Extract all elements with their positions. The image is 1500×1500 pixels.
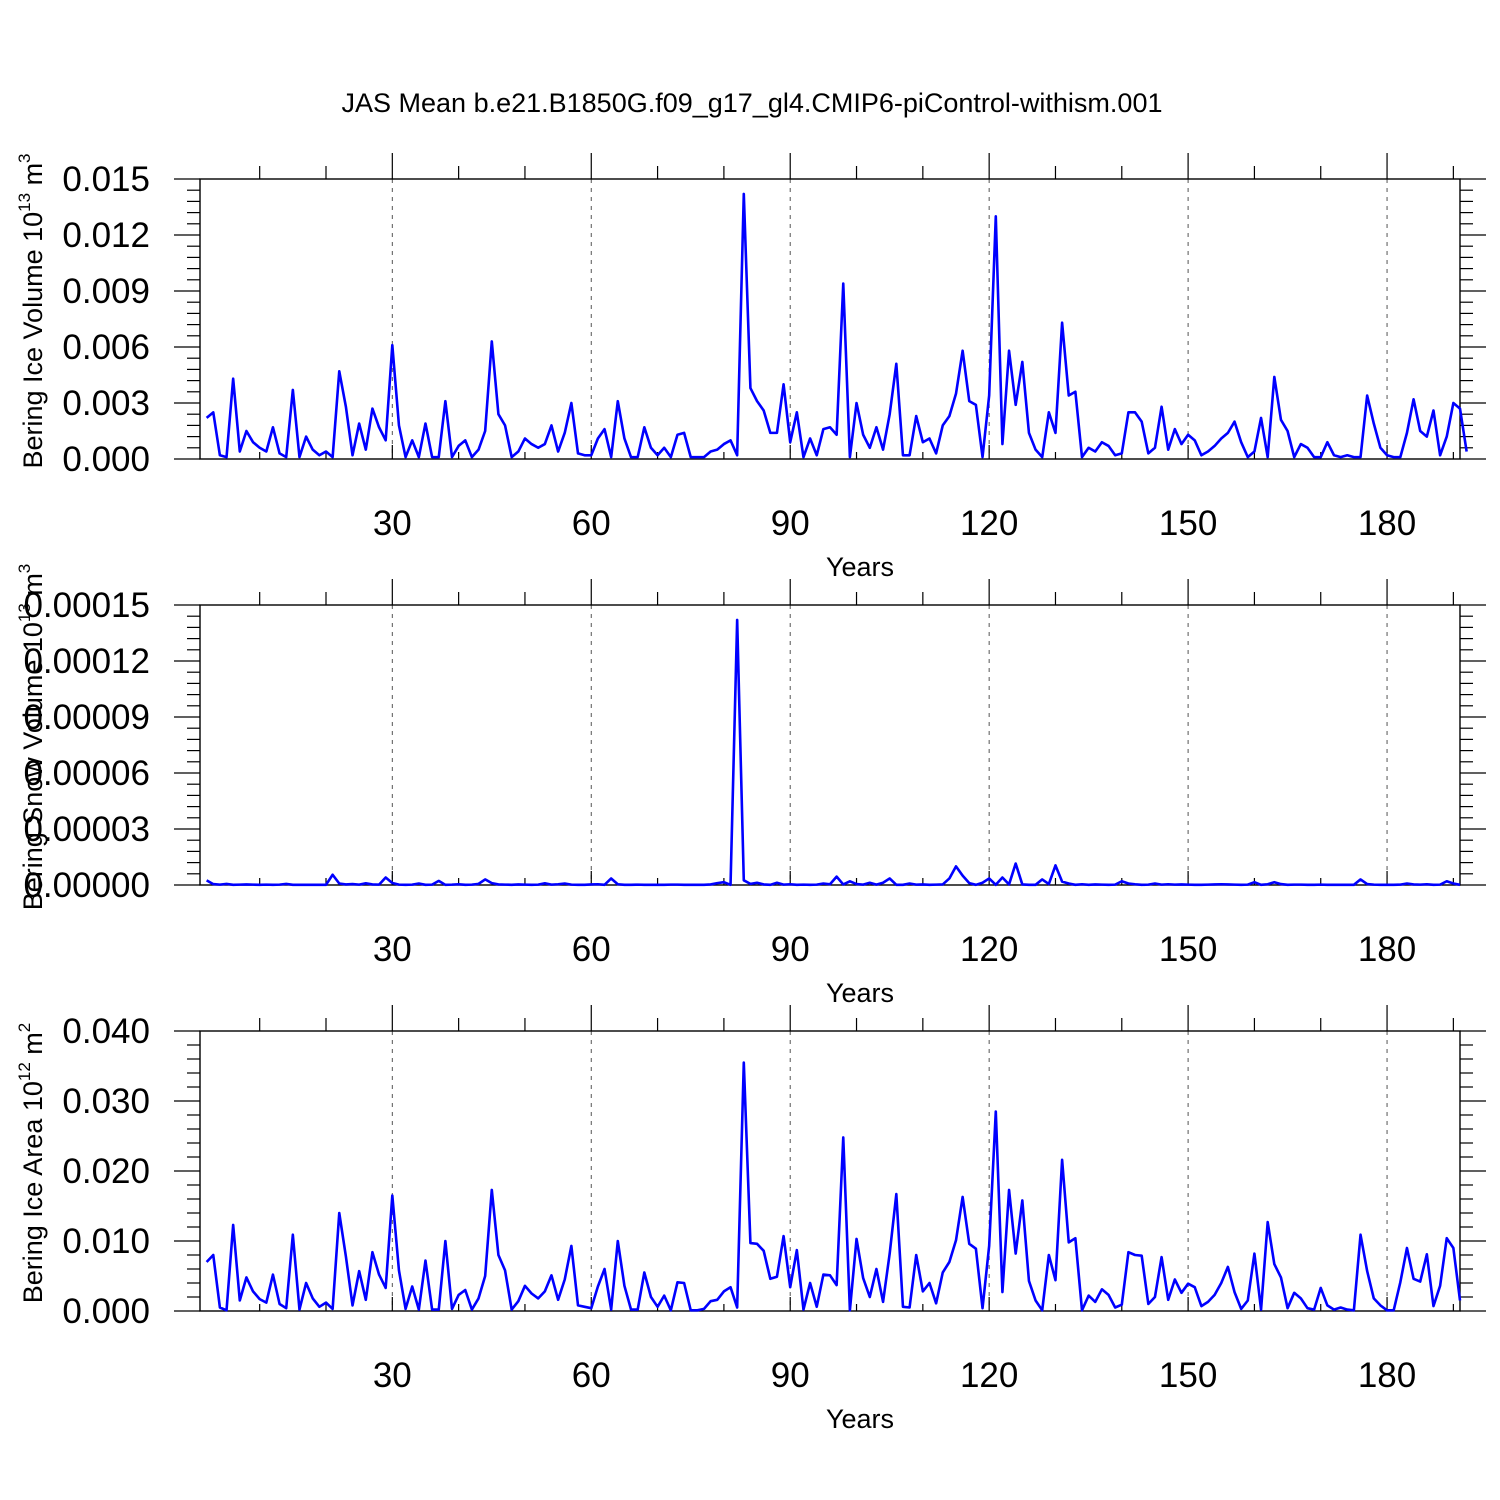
panel-1: 30 60 90 120 150 180 0.000 0.003 0.006 0.009 0.012… bbox=[15, 153, 1486, 582]
panel-3-series-line-1 bbox=[205, 1061, 1462, 1312]
panel-2-xtick-label-120: 120 bbox=[960, 930, 1018, 969]
panel-1-xlabel: Years bbox=[826, 552, 894, 582]
panel-3-ylabel-part-3: 2 bbox=[15, 1023, 34, 1032]
panel-2-xtick-label-150: 150 bbox=[1159, 930, 1217, 969]
panel-2-series-line-1 bbox=[205, 618, 1461, 887]
panel-2-ylabel-part-3: 3 bbox=[15, 564, 34, 573]
panel-3-ylabel-part-0: Bering Ice Area 10 bbox=[18, 1081, 48, 1303]
panel-3-ytick-label-3: 0.030 bbox=[62, 1082, 150, 1121]
panel-2-ylabel-part-0: Bering Snow Volume 10 bbox=[18, 622, 48, 910]
panel-2: 30 60 90 120 150 180 0.00000 0.00003 0.00006 0.00… bbox=[15, 564, 1486, 1008]
panel-1-frame bbox=[199, 178, 1461, 460]
panel-2-xtick-label-60: 60 bbox=[572, 930, 611, 969]
panel-1-ylabel-part-3: 3 bbox=[15, 153, 34, 162]
panel-1-ylabel-part-0: Bering Ice Volume 10 bbox=[18, 212, 48, 469]
panel-3-ytick-label-4: 0.040 bbox=[62, 1012, 150, 1051]
panel-2-ytick-label-3: 0.00009 bbox=[23, 698, 150, 737]
panel-3-ylabel-part-2: m bbox=[18, 1032, 48, 1062]
panel-2-ytick-label-5: 0.00015 bbox=[23, 586, 150, 625]
panel-2-ylabel-part-1: 13 bbox=[15, 603, 34, 622]
panel-1-ytick-label-2: 0.006 bbox=[62, 328, 150, 367]
panel-3-xtick-label-30: 30 bbox=[373, 1356, 412, 1395]
panel-1-xtick-label-120: 120 bbox=[960, 504, 1018, 543]
panels: 30 60 90 120 150 180 0.000 0.003 0.006 0.009 0.012… bbox=[15, 153, 1486, 1434]
panel-1-ylabel-part-2: m bbox=[18, 163, 48, 193]
panel-1-ytick-label-0: 0.000 bbox=[62, 440, 150, 479]
panel-1-xtick-label-180: 180 bbox=[1358, 504, 1416, 543]
panel-1-ytick-label-4: 0.012 bbox=[62, 216, 150, 255]
panel-2-xtick-label-180: 180 bbox=[1358, 930, 1416, 969]
panel-1-series-line-1 bbox=[205, 192, 1468, 459]
panel-3-ytick-label-1: 0.010 bbox=[62, 1222, 150, 1261]
panel-3-xlabel: Years bbox=[826, 1404, 894, 1434]
panel-2-ytick-label-2: 0.00006 bbox=[23, 754, 150, 793]
panel-2-xtick-label-90: 90 bbox=[771, 930, 810, 969]
panel-1-ylabel: Bering Ice Volume 1013 m3 bbox=[15, 153, 48, 468]
panel-3: 30 60 90 120 150 180 0.000 0.010 0.020 0.030 0.040… bbox=[15, 1005, 1486, 1434]
panel-2-frame bbox=[199, 604, 1461, 886]
panel-1-ytick-label-3: 0.009 bbox=[62, 272, 150, 311]
panel-3-ylabel-part-1: 12 bbox=[15, 1062, 34, 1081]
panel-1-xtick-label-60: 60 bbox=[572, 504, 611, 543]
panel-2-ytick-label-1: 0.00003 bbox=[23, 810, 150, 849]
panel-2-ylabel-part-2: m bbox=[18, 573, 48, 603]
panel-1-ytick-label-1: 0.003 bbox=[62, 384, 150, 423]
figure-title: JAS Mean b.e21.B1850G.f09_g17_gl4.CMIP6-… bbox=[342, 88, 1163, 118]
panel-2-ylabel: Bering Snow Volume 1013 m3 bbox=[15, 564, 48, 911]
panel-3-xtick-label-90: 90 bbox=[771, 1356, 810, 1395]
panel-1-ylabel-part-1: 13 bbox=[15, 193, 34, 212]
panel-1-ytick-label-5: 0.015 bbox=[62, 160, 150, 199]
panel-3-ytick-label-0: 0.000 bbox=[62, 1292, 150, 1331]
panel-2-xtick-label-30: 30 bbox=[373, 930, 412, 969]
panel-3-xtick-label-60: 60 bbox=[572, 1356, 611, 1395]
panel-3-xtick-label-180: 180 bbox=[1358, 1356, 1416, 1395]
panel-3-xtick-label-150: 150 bbox=[1159, 1356, 1217, 1395]
panel-2-ytick-label-0: 0.00000 bbox=[23, 866, 150, 905]
panel-2-ytick-label-4: 0.00012 bbox=[23, 642, 150, 681]
panel-3-ytick-label-2: 0.020 bbox=[62, 1152, 150, 1191]
panel-3-frame bbox=[199, 1030, 1461, 1312]
panel-1-xtick-label-30: 30 bbox=[373, 504, 412, 543]
panel-1-xtick-label-150: 150 bbox=[1159, 504, 1217, 543]
panel-3-ylabel: Bering Ice Area 1012 m2 bbox=[15, 1023, 48, 1304]
panel-3-xtick-label-120: 120 bbox=[960, 1356, 1018, 1395]
panel-2-xlabel: Years bbox=[826, 978, 894, 1008]
panel-1-xtick-label-90: 90 bbox=[771, 504, 810, 543]
